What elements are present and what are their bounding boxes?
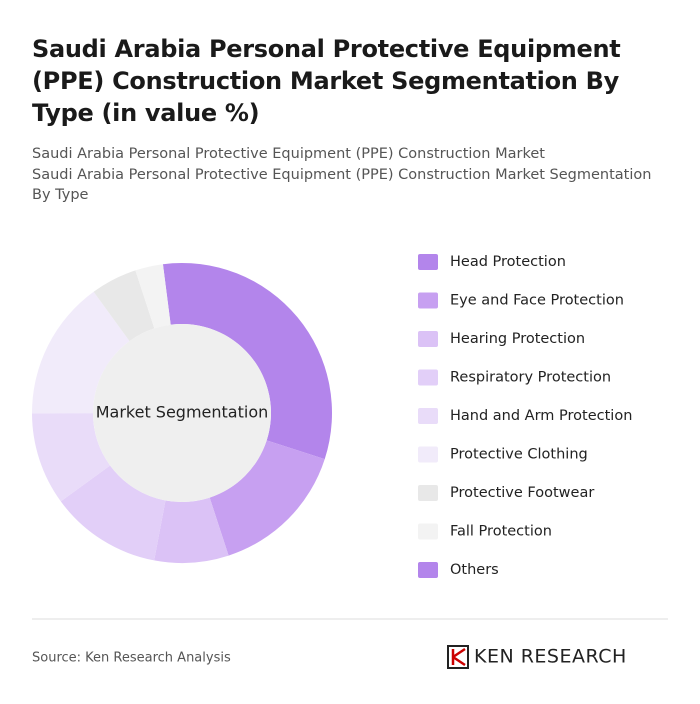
donut-slice (32, 413, 111, 502)
legend-label: Protective Clothing (450, 447, 588, 463)
legend-swatch (418, 485, 438, 501)
donut-slice (162, 262, 332, 460)
legend-swatch (418, 292, 438, 309)
logo-icon (451, 647, 466, 667)
logo: KEN RESEARCH (447, 645, 627, 669)
center-label: Market Segmentation (96, 403, 269, 422)
donut-hole (93, 324, 271, 502)
legend-label: Others (450, 562, 499, 578)
donut-slice (154, 497, 229, 563)
logo-icon (447, 645, 469, 669)
legend-label: Hand and Arm Protection (450, 408, 632, 424)
legend-swatch (418, 254, 438, 270)
legend-swatch (418, 369, 438, 386)
source: Source: Ken Research Analysis (32, 651, 231, 666)
chart-subtitle: Saudi Arabia Personal Protective Equipme… (32, 167, 652, 203)
legend-label: Hearing Protection (450, 331, 585, 347)
chart-title: Saudi Arabia Personal Protective Equipme… (32, 35, 621, 127)
legend-label: Respiratory Protection (450, 370, 611, 386)
legend-swatch (418, 523, 438, 540)
legend-label: Fall Protection (450, 524, 552, 540)
legend-swatch (418, 408, 438, 424)
donut-slice (32, 291, 130, 414)
legend-swatch (418, 446, 438, 463)
legend-label: Eye and Face Protection (450, 293, 624, 309)
legend-label: Head Protection (450, 254, 566, 270)
donut-slice (93, 270, 155, 342)
donut-slice (209, 440, 325, 556)
donut-slice (135, 264, 171, 329)
legend-swatch (418, 331, 438, 347)
chart-subtitle: Saudi Arabia Personal Protective Equipme… (32, 146, 545, 162)
legend-label: Protective Footwear (450, 485, 594, 501)
donut-slice (60, 465, 166, 561)
legend-swatch (418, 562, 438, 578)
brand: KEN RESEARCH (474, 646, 627, 668)
